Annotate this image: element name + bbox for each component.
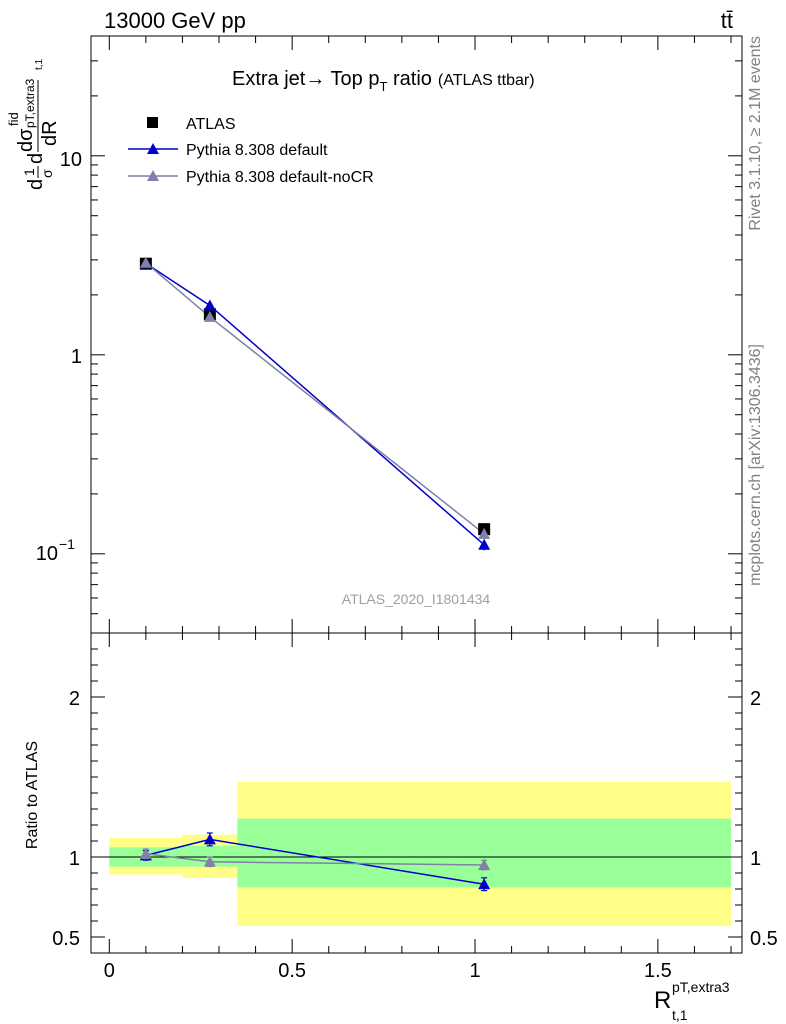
header-energy-label: 13000 GeV pp (104, 8, 246, 33)
main-ytick-label-0.1-exponent: −1 (59, 536, 75, 552)
ratio-bands-layer (109, 781, 732, 926)
legend-marker-atlas (147, 117, 158, 128)
main-ylabel-d2: d (25, 153, 47, 164)
xlabel-sub: t,1 (672, 1007, 688, 1023)
main-ylabel-sigma: σ (39, 169, 55, 178)
legend-marker-nocr (147, 170, 159, 181)
main-ylabel-dR: dR (39, 120, 61, 146)
ratio-ytick-label-right: 1 (750, 848, 761, 870)
chart-title-small: (ATLAS ttbar) (438, 72, 535, 89)
chart-title: Extra jet→ Top pT ratio (ATLAS ttbar) (232, 68, 535, 94)
legend: ATLAS Pythia 8.308 default Pythia 8.308 … (128, 116, 374, 186)
header-process-label: tt̄ (721, 8, 733, 33)
ratio-xaxis-label: R pT,extra3 t,1 (654, 979, 730, 1023)
ratio-band-inner (237, 818, 732, 888)
mc-data-point (478, 527, 491, 539)
mc-data-point (478, 538, 491, 550)
ratio-yaxis-label: Ratio to ATLAS (24, 741, 41, 849)
xlabel-R: R (654, 987, 671, 1014)
xlabel-sup: pT,extra3 (672, 979, 730, 995)
chart-title-arrow: → (305, 68, 325, 90)
mc-data-point (203, 299, 216, 311)
ratio-xtick-label: 1.5 (644, 960, 672, 982)
ratio-xtick-label: 0.5 (278, 960, 306, 982)
main-ytick-label-1: 1 (71, 346, 82, 368)
ratio-ytick-label-left: 0.5 (52, 928, 80, 950)
analysis-id-label: ATLAS_2020_I1801434 (342, 591, 491, 607)
main-ytick-label-10: 10 (60, 149, 82, 171)
ratio-data-point (203, 833, 216, 845)
legend-marker-default (147, 143, 159, 154)
mcplots-label: mcplots.cern.ch [arXiv:1306.3436] (747, 344, 764, 586)
ratio-data-point (203, 855, 216, 867)
ratio-data-point (478, 878, 491, 890)
legend-label-nocr: Pythia 8.308 default-noCR (186, 169, 374, 186)
ratio-plot-panel: 0.5 0.5 1 1 2 2 0 0.5 1 1.5 (52, 632, 778, 982)
chart-title-sub: T (379, 79, 387, 94)
main-yaxis-label: d 1 σ d dσ fid dR pT,extra3 t,1 (6, 58, 61, 190)
main-ylabel-dsigma: dσ (15, 128, 37, 152)
main-ylabel-one: 1 (21, 168, 37, 176)
main-ylabel-subsub: t,1 (34, 58, 45, 70)
ratio-data-point (139, 847, 152, 859)
main-ylabel-fid: fid (6, 112, 21, 126)
main-series-layer (139, 256, 491, 551)
main-ylabel-d1: d (25, 179, 47, 190)
rivet-label: Rivet 3.1.10, ≥ 2.1M events (747, 36, 764, 231)
ratio-ytick-label-left: 2 (69, 688, 80, 710)
main-axis-ticks (91, 35, 742, 634)
main-ytick-label-0.1-base: 10 (36, 543, 58, 565)
ratio-xtick-label: 1 (469, 960, 480, 982)
ratio-data-point (478, 859, 491, 870)
ratio-tick-labels: 0.5 0.5 1 1 2 2 0 0.5 1 1.5 (52, 688, 778, 982)
main-ytick-label-0.1: 10 −1 (36, 536, 75, 565)
main-series-line (145, 262, 485, 535)
legend-label-default: Pythia 8.308 default (186, 142, 328, 159)
chart-title-mid: Top p (325, 68, 379, 90)
chart-title-main: Extra jet (232, 68, 306, 90)
ratio-axis-ticks (91, 632, 742, 954)
ratio-ytick-label-right: 2 (750, 688, 761, 710)
ratio-series-layer (139, 832, 491, 892)
chart-title-end: ratio (387, 68, 431, 90)
mc-data-point (203, 310, 216, 322)
ratio-xtick-label: 0 (104, 960, 115, 982)
main-plot-panel: 10 1 10 −1 Extra jet→ Top pT ratio (ATLAS… (36, 35, 743, 634)
mc-data-point (139, 256, 152, 268)
ratio-ytick-label-left: 1 (69, 848, 80, 870)
ratio-ytick-label-right: 0.5 (750, 928, 778, 950)
main-ylabel-sub: pT,extra3 (23, 78, 37, 128)
legend-label-atlas: ATLAS (186, 116, 236, 133)
